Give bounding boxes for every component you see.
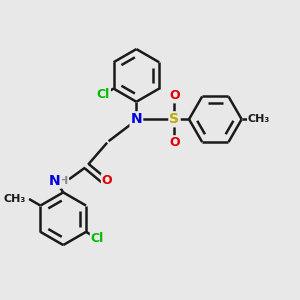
Text: Cl: Cl xyxy=(97,88,110,101)
Text: S: S xyxy=(169,112,179,126)
Text: H: H xyxy=(58,176,68,186)
Text: O: O xyxy=(102,174,112,187)
Text: O: O xyxy=(169,136,180,149)
Text: CH₃: CH₃ xyxy=(4,194,26,204)
Text: N: N xyxy=(130,112,142,126)
Text: CH₃: CH₃ xyxy=(248,114,270,124)
Text: Cl: Cl xyxy=(91,232,104,245)
Text: N: N xyxy=(49,174,61,188)
Text: O: O xyxy=(169,89,180,102)
